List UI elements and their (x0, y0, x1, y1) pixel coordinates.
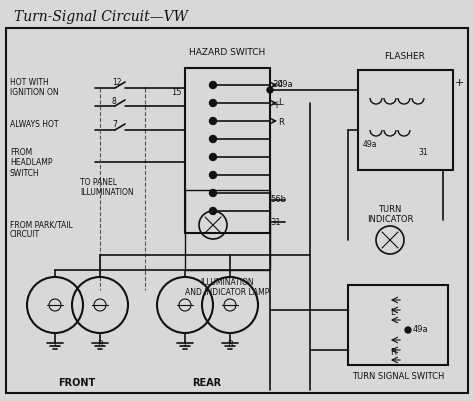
Text: L: L (182, 340, 187, 349)
Bar (185, 68, 270, 233)
Text: 12: 12 (112, 78, 121, 87)
Text: FROM PARK/TAIL
CIRCUIT: FROM PARK/TAIL CIRCUIT (10, 220, 73, 239)
Text: 15: 15 (171, 88, 182, 97)
Circle shape (210, 207, 217, 215)
Circle shape (210, 190, 217, 196)
Bar (185, 190, 270, 270)
Text: ALWAYS HOT: ALWAYS HOT (10, 120, 58, 129)
Bar (358, 70, 453, 170)
Text: 30: 30 (272, 80, 283, 89)
Text: HOT WITH
IGNITION ON: HOT WITH IGNITION ON (10, 78, 59, 97)
Text: 49a: 49a (413, 325, 428, 334)
Circle shape (405, 327, 411, 333)
Text: L: L (390, 308, 395, 317)
Text: TURN SIGNAL SWITCH: TURN SIGNAL SWITCH (352, 372, 444, 381)
Text: +: + (272, 100, 280, 110)
Text: TO PANEL
ILLUMINATION: TO PANEL ILLUMINATION (80, 178, 134, 197)
Text: HAZARD SWITCH: HAZARD SWITCH (189, 48, 265, 57)
Text: R: R (97, 340, 103, 349)
Bar (348, 285, 448, 365)
Circle shape (210, 99, 217, 107)
Text: FROM
HEADLAMP
SWITCH: FROM HEADLAMP SWITCH (10, 148, 53, 178)
Text: Turn-Signal Circuit—VW: Turn-Signal Circuit—VW (14, 10, 188, 24)
Circle shape (210, 154, 217, 160)
Text: 49a: 49a (278, 80, 293, 89)
Text: +: + (455, 78, 465, 88)
Circle shape (210, 117, 217, 124)
Text: FRONT: FRONT (58, 378, 96, 388)
Circle shape (210, 172, 217, 178)
Text: R: R (227, 340, 233, 349)
Circle shape (267, 87, 273, 93)
Text: 8: 8 (112, 97, 117, 106)
Text: FLASHER: FLASHER (384, 52, 426, 61)
Text: 7: 7 (112, 120, 117, 129)
Text: 31: 31 (418, 148, 428, 157)
Text: R: R (278, 118, 284, 127)
Text: REAR: REAR (192, 378, 221, 388)
Text: 49a: 49a (363, 140, 377, 149)
Circle shape (210, 81, 217, 89)
Text: L: L (53, 340, 57, 349)
Text: ILLUMINATION
AND INDICATOR LAMP: ILLUMINATION AND INDICATOR LAMP (185, 278, 269, 298)
Text: R: R (390, 348, 396, 357)
Text: 56b: 56b (270, 195, 286, 204)
Text: L: L (278, 98, 283, 107)
Text: TURN
INDICATOR: TURN INDICATOR (367, 205, 413, 225)
Circle shape (210, 136, 217, 142)
Text: 31: 31 (270, 218, 281, 227)
